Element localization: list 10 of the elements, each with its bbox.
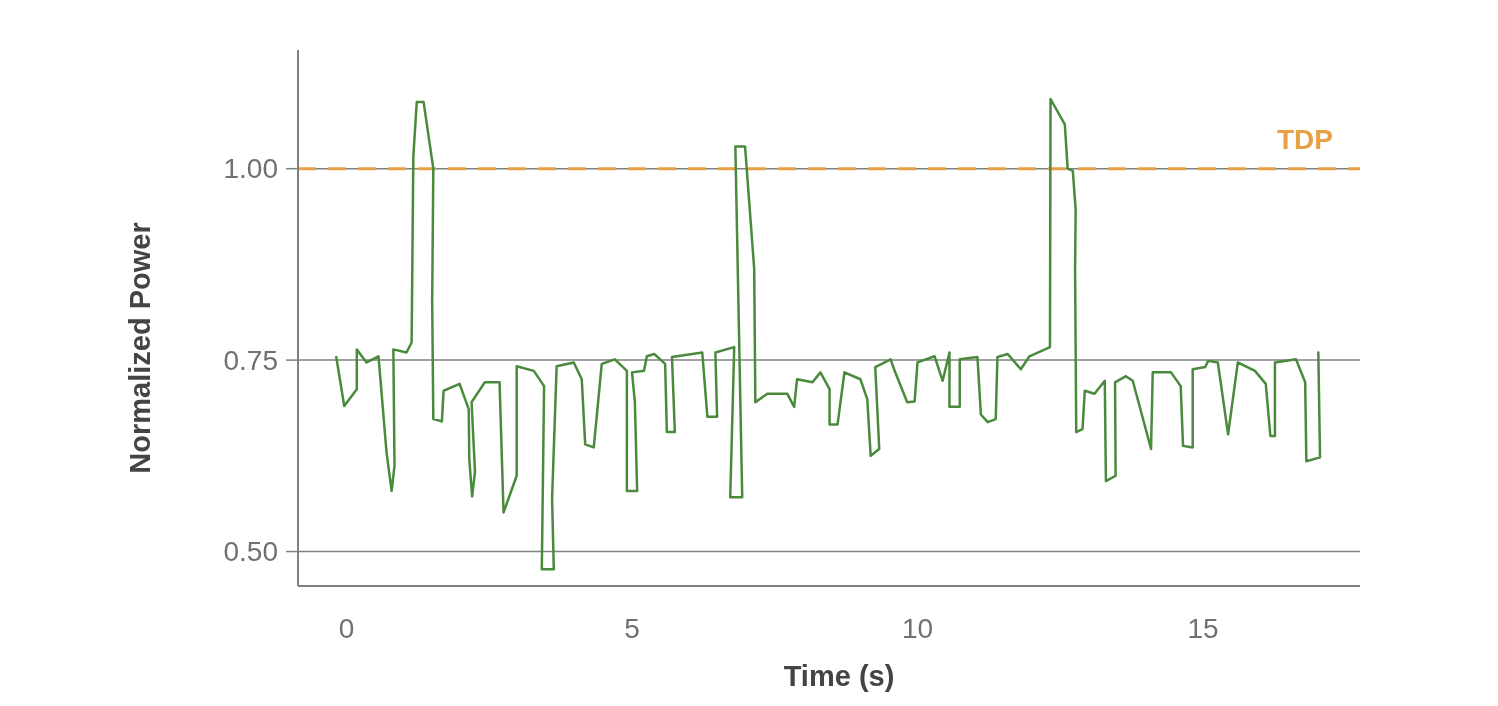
y-axis-title: Normalized Power	[124, 222, 156, 474]
y-tick-label: 0.75	[223, 344, 278, 376]
ref-line-label: TDP	[1277, 123, 1333, 155]
x-tick-label: 0	[338, 613, 355, 644]
y-tick-label: 0.50	[223, 536, 278, 568]
y-tick-label: 1.00	[223, 153, 278, 185]
x-tick-label: 15	[1187, 613, 1219, 644]
x-tick-label: 5	[624, 613, 640, 644]
x-axis-title: Time (s)	[783, 660, 895, 692]
x-tick-label: 10	[901, 613, 934, 644]
